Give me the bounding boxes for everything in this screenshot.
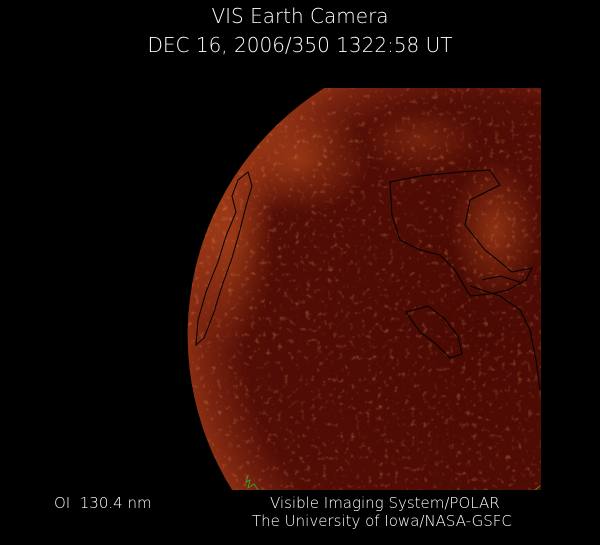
image-noise — [187, 88, 541, 490]
grid-marks — [245, 474, 541, 490]
wavelength-label: OI 130.4 nm — [54, 494, 152, 512]
credit-institution: The University of Iowa/NASA-GSFC — [252, 512, 512, 530]
image-timestamp: DEC 16, 2006/350 1322:58 UT — [147, 33, 453, 57]
image-title: VIS Earth Camera — [211, 4, 389, 28]
coastlines — [195, 169, 541, 391]
credit-instrument: Visible Imaging System/POLAR — [270, 494, 500, 512]
